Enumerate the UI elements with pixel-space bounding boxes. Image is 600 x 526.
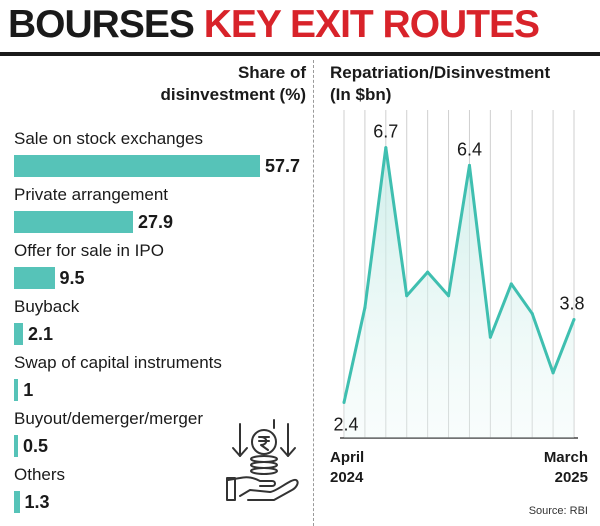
bar — [14, 491, 20, 513]
panel-divider — [313, 60, 314, 526]
share-header-line1: Share of — [237, 63, 306, 82]
bar — [14, 211, 133, 233]
bar — [14, 379, 19, 401]
bar-row: 9.5 — [14, 266, 85, 290]
data-point — [467, 163, 471, 167]
bar — [14, 323, 23, 345]
bar-row: 1.3 — [14, 490, 50, 514]
data-point — [488, 335, 492, 339]
data-label: 3.8 — [559, 293, 584, 313]
bar-value-label: 2.1 — [27, 324, 53, 344]
bar — [14, 155, 260, 177]
bar-row: 27.9 — [14, 210, 173, 234]
title-rule — [0, 52, 600, 56]
bar-category-label: Private arrangement — [14, 185, 169, 204]
bar-value-label: 1.3 — [24, 492, 50, 512]
share-header: Share of disinvestment (%) — [161, 62, 306, 106]
bar-item: Offer for sale in IPO 9.5 — [14, 240, 306, 294]
bar-item: Private arrangement 27.9 — [14, 184, 306, 238]
line-chart-title-line2: (In $bn) — [330, 85, 392, 104]
data-point — [342, 400, 346, 404]
bar-row: 57.7 — [14, 154, 300, 178]
line-chart-title-line1: Repatriation/Disinvestment — [330, 63, 551, 82]
bar — [14, 267, 55, 289]
bar-value-label: 9.5 — [59, 268, 85, 288]
repatriation-line-chart: 2.4 6.7 6.4 3.8 April 2024 March 2025 — [330, 110, 588, 486]
x-tick-label: March — [544, 449, 588, 466]
bar-item: Buyback 2.1 — [14, 296, 306, 350]
data-label: 6.7 — [373, 122, 398, 142]
share-header-line2: disinvestment (%) — [160, 85, 306, 104]
bar-item: Others 1.3 — [14, 464, 306, 518]
title-black: BOURSES — [8, 3, 195, 46]
bar-category-label: Offer for sale in IPO — [14, 241, 164, 260]
bar-value-label: 1 — [23, 380, 34, 400]
bar-item: Buyout/demerger/merger 0.5 — [14, 408, 306, 462]
data-point — [447, 294, 451, 298]
data-point — [509, 282, 513, 286]
bar-row: 2.1 — [14, 322, 53, 346]
bar-category-label: Buyback — [14, 297, 80, 316]
data-point — [405, 294, 409, 298]
data-point — [426, 270, 430, 274]
data-point — [363, 306, 367, 310]
bar-value-label: 0.5 — [23, 436, 49, 456]
bar-item: Swap of capital instruments 1 — [14, 352, 306, 406]
title-red: KEY EXIT ROUTES — [203, 3, 540, 46]
bar-row: 1 — [14, 378, 33, 402]
rupee-coins-in-hand-icon — [226, 419, 299, 501]
x-tick-label: 2025 — [555, 469, 588, 486]
bar-item: Sale on stock exchanges 57.7 — [14, 128, 306, 182]
area-fill — [344, 147, 574, 438]
bar-category-label: Sale on stock exchanges — [14, 129, 204, 148]
data-point — [530, 312, 534, 316]
bar-category-label: Others — [14, 465, 66, 484]
data-label: 6.4 — [457, 139, 482, 159]
bar-value-label: 27.9 — [137, 212, 173, 232]
line-chart-title: Repatriation/Disinvestment (In $bn) — [330, 62, 550, 106]
bar-category-label: Buyout/demerger/merger — [14, 409, 203, 428]
data-point — [551, 371, 555, 375]
series-line — [342, 146, 576, 403]
page-title: BOURSES KEY EXIT ROUTES — [8, 2, 540, 48]
share-panel: Share of disinvestment (%) Sale on stock… — [14, 62, 306, 524]
bar-category-label: Swap of capital instruments — [14, 353, 222, 372]
x-tick-label: 2024 — [330, 469, 364, 486]
bar — [14, 435, 18, 457]
source-note: Source: RBI — [528, 505, 588, 517]
bar-value-label: 57.7 — [265, 156, 301, 176]
data-point — [384, 146, 388, 150]
bar-row: 0.5 — [14, 434, 48, 458]
data-label: 2.4 — [333, 414, 358, 434]
data-point — [572, 317, 576, 321]
x-tick-label: April — [330, 449, 364, 466]
